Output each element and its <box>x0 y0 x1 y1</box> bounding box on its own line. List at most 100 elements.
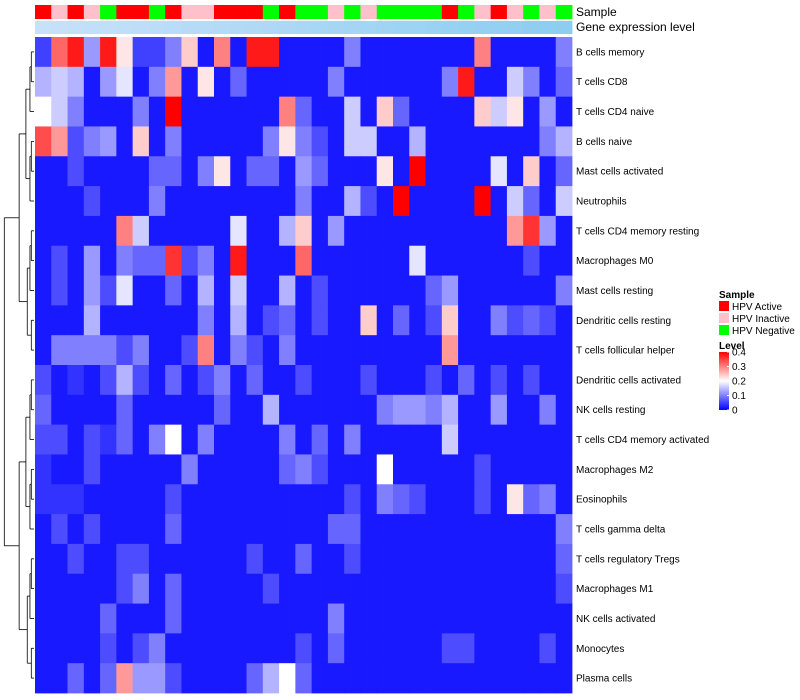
heatmap-cell <box>246 335 264 366</box>
heatmap-cell <box>441 633 459 664</box>
heatmap-cell <box>393 305 410 336</box>
heatmap-cell <box>539 573 557 604</box>
heatmap-cell <box>506 424 524 455</box>
heatmap-cell <box>344 186 361 217</box>
heatmap-cell <box>474 514 492 545</box>
heatmap-cell <box>311 275 329 306</box>
heatmap-cell <box>246 573 264 604</box>
heatmap-cell <box>393 663 410 694</box>
expression-annotation-cell <box>67 21 85 34</box>
heatmap-cell <box>327 305 345 336</box>
heatmap-cell <box>555 394 573 426</box>
heatmap-cell <box>132 96 150 127</box>
heatmap-cell <box>35 335 52 366</box>
heatmap-cell <box>555 156 573 187</box>
heatmap-cell <box>116 484 134 515</box>
level-tick-label: 0.1 <box>732 391 746 402</box>
heatmap-cell <box>393 215 410 247</box>
heatmap-cell <box>214 633 231 664</box>
heatmap-cell <box>51 275 68 306</box>
heatmap-cell <box>376 543 394 575</box>
heatmap-cell <box>295 454 313 485</box>
sample-annotation-cell <box>262 5 280 19</box>
heatmap-cell <box>35 66 52 98</box>
heatmap-cell <box>555 365 573 396</box>
heatmap-cell <box>279 96 296 127</box>
heatmap-cell <box>165 514 182 545</box>
heatmap-cell <box>197 305 215 336</box>
row-label: NK cells activated <box>576 614 655 625</box>
heatmap-cell <box>35 37 52 68</box>
heatmap-cell <box>425 663 443 694</box>
expression-annotation-cell <box>35 21 52 34</box>
heatmap-cell <box>246 37 264 68</box>
heatmap-cell <box>214 245 231 276</box>
heatmap-cell <box>35 126 52 157</box>
heatmap-cell <box>311 37 329 68</box>
heatmap-cell <box>523 663 540 694</box>
row-label: T cells follicular helper <box>576 346 675 357</box>
heatmap-cell <box>51 454 68 485</box>
heatmap-cell <box>262 394 280 426</box>
sample-annotation-cell <box>376 5 394 19</box>
heatmap-cell <box>246 394 264 426</box>
heatmap-cell <box>327 37 345 68</box>
heatmap-cell <box>214 365 231 396</box>
heatmap-cell <box>100 66 117 98</box>
heatmap-cell <box>148 543 166 575</box>
heatmap-cell <box>425 335 443 366</box>
heatmap-cell <box>523 633 540 664</box>
heatmap-cell <box>262 365 280 396</box>
heatmap-cell <box>83 514 101 545</box>
heatmap-cell <box>35 96 52 127</box>
heatmap-cell <box>311 424 329 455</box>
heatmap-cell <box>295 275 313 306</box>
heatmap-cell <box>360 603 378 634</box>
heatmap-cell <box>360 394 378 426</box>
heatmap-cell <box>327 126 345 157</box>
heatmap-cell <box>67 245 85 276</box>
heatmap-cell <box>165 186 182 217</box>
heatmap-cell <box>409 37 426 68</box>
heatmap-cell <box>393 454 410 485</box>
expression-annotation-cell <box>165 21 182 34</box>
heatmap-cell <box>51 603 68 634</box>
heatmap-cell <box>279 186 296 217</box>
heatmap-cell <box>279 663 296 694</box>
heatmap-cell <box>197 603 215 634</box>
heatmap-cell <box>132 633 150 664</box>
heatmap-cell <box>230 663 247 694</box>
heatmap-cell <box>441 424 459 455</box>
heatmap-cell <box>555 335 573 366</box>
heatmap-cell <box>523 394 540 426</box>
heatmap-cell <box>214 275 231 306</box>
heatmap-cell <box>246 424 264 455</box>
heatmap-cell <box>132 424 150 455</box>
heatmap-cell <box>165 394 182 426</box>
heatmap-cell <box>132 66 150 98</box>
heatmap-cell <box>523 186 540 217</box>
heatmap-cell <box>344 394 361 426</box>
heatmap-cell <box>441 37 459 68</box>
heatmap-cell <box>214 603 231 634</box>
heatmap-cell <box>474 454 492 485</box>
expression-annotation-cell <box>295 21 313 34</box>
heatmap-cell <box>409 633 426 664</box>
heatmap-cell <box>132 186 150 217</box>
heatmap-cell <box>116 37 134 68</box>
heatmap-cell <box>35 543 52 575</box>
heatmap-cell <box>344 96 361 127</box>
heatmap-cell <box>539 96 557 127</box>
heatmap-cell <box>132 156 150 187</box>
heatmap-cell <box>458 514 475 545</box>
heatmap-cell <box>262 275 280 306</box>
sample-annotation-cell <box>458 5 475 19</box>
heatmap-cell <box>327 603 345 634</box>
sample-annotation-track <box>35 5 573 19</box>
heatmap-cell <box>279 215 296 247</box>
heatmap-cell <box>83 573 101 604</box>
heatmap-cell <box>506 37 524 68</box>
heatmap-cell <box>262 514 280 545</box>
heatmap-cell <box>506 275 524 306</box>
heatmap-cell <box>132 514 150 545</box>
